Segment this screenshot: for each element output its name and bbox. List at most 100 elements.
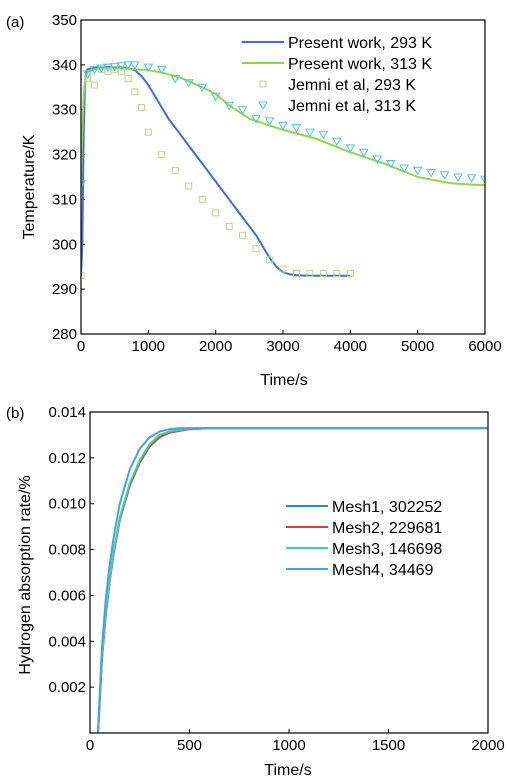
x-tick-label: 1000	[132, 338, 165, 355]
triangle-marker	[332, 137, 342, 147]
triangle-marker	[318, 130, 329, 140]
triangle-marker	[81, 180, 86, 189]
triangle-marker	[82, 70, 93, 79]
square-marker	[252, 245, 260, 253]
legend-swatch-triangle	[258, 101, 268, 111]
triangle-marker	[399, 164, 410, 174]
square-marker	[81, 272, 85, 280]
panel-a-y-axis-label: Temperature/K	[21, 134, 38, 239]
x-tick-label: 1500	[372, 737, 405, 754]
panel-a-temperature-chart: (a) Time/s Temperature/K 0 1000 2000 3000 40…	[6, 12, 502, 389]
square-marker	[306, 269, 314, 277]
triangle-marker	[305, 128, 315, 138]
triangle-marker	[123, 61, 133, 70]
panel-a-x-axis-label: Time/s	[260, 372, 307, 389]
y-tick-label: 350	[52, 12, 77, 29]
square-marker	[225, 222, 233, 230]
x-tick-label: 0	[77, 338, 85, 355]
y-tick-label: 0.012	[48, 450, 86, 467]
legend-label-2: Mesh2, 229681	[332, 520, 442, 537]
panel-b-x-axis-label: Time/s	[264, 762, 311, 779]
triangle-marker	[109, 63, 120, 72]
legend-label-1: Mesh1, 302252	[332, 499, 442, 516]
triangle-marker	[89, 65, 100, 75]
legend: Present work, 293 K Present work, 313 K Je…	[242, 35, 432, 115]
triangle-marker	[453, 173, 463, 183]
series-line-1	[81, 66, 351, 277]
square-marker	[131, 88, 139, 96]
triangle-marker	[224, 101, 234, 111]
panel-b-hydrogen-chart: (b) Time/s Hydrogen absorption rate/% 0 5…	[6, 404, 505, 779]
square-marker	[171, 166, 179, 174]
triangle-marker	[116, 62, 127, 71]
x-tick-label: 2000	[199, 338, 232, 355]
triangle-marker	[143, 63, 154, 73]
square-marker	[346, 269, 354, 277]
series-layer	[81, 61, 485, 280]
triangle-marker	[103, 63, 113, 73]
triangle-marker	[251, 115, 261, 124]
triangle-marker	[358, 148, 369, 158]
triangle-marker	[237, 106, 248, 115]
triangle-marker	[156, 65, 167, 75]
legend-label-1: Present work, 293 K	[288, 35, 432, 52]
square-marker	[90, 81, 98, 89]
y-tick-label: 280	[52, 326, 77, 343]
square-marker	[124, 74, 132, 82]
triangle-marker	[278, 121, 288, 131]
panel-b-y-axis-label: Hydrogen absorption rate/%	[17, 475, 34, 674]
square-marker	[117, 68, 125, 76]
panel-a-label: (a)	[6, 14, 24, 31]
triangle-marker	[130, 61, 140, 70]
square-marker	[292, 269, 300, 277]
legend: Mesh1, 302252 Mesh2, 229681 Mesh3, 146698 M…	[286, 499, 442, 579]
square-marker	[138, 103, 146, 111]
triangle-marker	[210, 92, 221, 102]
triangle-marker	[197, 83, 208, 93]
x-tick-label: 2000	[471, 737, 504, 754]
square-marker	[279, 265, 287, 273]
triangle-marker	[264, 117, 275, 126]
triangle-marker	[372, 155, 383, 165]
square-marker	[185, 182, 193, 190]
square-marker	[198, 195, 206, 203]
legend-swatch-square	[259, 80, 267, 88]
axes-frame	[89, 411, 489, 734]
y-tick-label: 0.002	[48, 679, 86, 696]
triangle-marker	[170, 74, 181, 84]
square-marker	[319, 269, 327, 277]
x-tick-label: 6000	[468, 338, 501, 355]
square-marker	[333, 269, 341, 277]
legend-label-4: Mesh4, 34469	[332, 562, 434, 579]
square-marker	[84, 74, 92, 82]
legend-label-3: Mesh3, 146698	[332, 541, 442, 558]
square-marker	[111, 65, 119, 73]
square-marker	[158, 151, 166, 159]
y-tick-label: 290	[52, 281, 77, 298]
panel-b-label: (b)	[6, 405, 24, 422]
triangle-marker	[412, 166, 423, 176]
y-tick-label: 0.014	[48, 404, 86, 421]
panel-b-plot-area: 0 500 1000 1500 2000 0.002 0.004 0.006 0.008 0.01…	[48, 404, 504, 754]
y-tick-label: 0.004	[48, 633, 86, 650]
triangle-marker	[291, 124, 302, 133]
x-tick-label: 0	[86, 737, 94, 754]
x-tick-label: 4000	[334, 338, 367, 355]
y-tick-label: 310	[52, 191, 77, 208]
square-marker	[104, 68, 112, 76]
y-tick-label: 340	[52, 57, 77, 74]
x-tick-label: 500	[177, 737, 202, 754]
x-tick-label: 3000	[266, 338, 299, 355]
legend-label-3: Jemni et al, 293 K	[288, 77, 416, 94]
square-marker	[266, 256, 274, 264]
y-tick-label: 320	[52, 147, 77, 164]
x-tick-label: 1000	[272, 737, 305, 754]
panel-a-plot-area: 0 1000 2000 3000 4000 5000 6000 280 290 300 310 320…	[52, 12, 502, 355]
square-marker	[239, 231, 247, 239]
triangle-marker	[96, 64, 107, 74]
legend-label-4: Jemni et al, 313 K	[288, 98, 416, 115]
x-tick-label: 5000	[401, 338, 434, 355]
axes-frame	[80, 19, 486, 335]
